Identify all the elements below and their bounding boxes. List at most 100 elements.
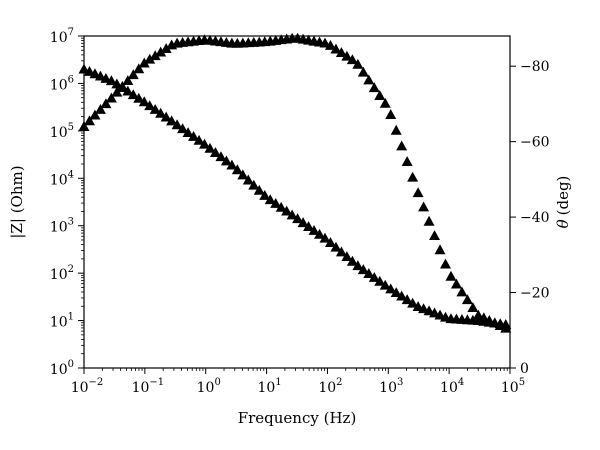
phase-marker: [138, 57, 150, 68]
impedance-marker: [237, 169, 249, 180]
x-tick-label: 104: [440, 377, 464, 396]
phase-marker: [122, 75, 134, 85]
phase-marker: [434, 244, 446, 255]
y-right-tick-label: −60: [520, 135, 550, 151]
y-left-axis-label: |Z| (Ohm): [8, 165, 26, 238]
impedance-marker: [138, 96, 150, 107]
impedance-marker: [346, 255, 358, 266]
phase-marker: [489, 317, 501, 328]
phase-marker: [341, 50, 353, 61]
phase-marker: [374, 90, 386, 100]
phase-marker: [445, 270, 457, 281]
phase-marker: [472, 309, 484, 320]
phase-marker: [89, 109, 101, 120]
phase-marker: [155, 46, 167, 57]
phase-marker: [133, 63, 145, 74]
phase-marker: [330, 43, 342, 54]
phase-marker: [450, 278, 462, 289]
impedance-marker: [198, 138, 210, 149]
phase-marker: [368, 82, 380, 93]
data-markers: [78, 32, 512, 333]
impedance-marker: [182, 127, 194, 137]
impedance-marker: [242, 174, 254, 185]
impedance-marker: [226, 159, 238, 170]
y-left-tick-label: 105: [50, 122, 74, 141]
phase-marker: [346, 54, 358, 65]
impedance-marker: [324, 237, 336, 247]
impedance-marker: [166, 115, 178, 126]
impedance-marker: [352, 260, 364, 271]
phase-marker: [500, 322, 512, 333]
impedance-marker: [220, 155, 232, 166]
y-left-tick-label: 106: [50, 74, 74, 93]
phase-marker: [494, 320, 506, 331]
impedance-marker: [330, 241, 342, 252]
impedance-marker: [105, 75, 117, 86]
impedance-marker: [122, 85, 134, 96]
x-tick-label: 10−2: [71, 377, 104, 396]
phase-marker: [396, 140, 408, 151]
phase-marker: [439, 258, 451, 269]
impedance-marker: [374, 275, 386, 286]
phase-marker: [461, 294, 473, 305]
phase-marker: [412, 187, 424, 198]
impedance-marker: [314, 228, 326, 239]
impedance-marker: [319, 232, 331, 243]
x-tick-label: 100: [197, 377, 221, 396]
impedance-marker: [144, 100, 156, 111]
impedance-marker: [297, 217, 309, 228]
impedance-marker: [308, 224, 320, 235]
impedance-marker: [292, 213, 304, 224]
phase-marker: [478, 312, 490, 323]
y-left-tick-label: 103: [50, 217, 74, 236]
phase-marker: [78, 121, 90, 131]
impedance-marker: [363, 268, 375, 278]
impedance-marker: [368, 271, 380, 282]
y-right-tick-label: −40: [520, 210, 550, 226]
y-right-axis-label: θ (deg): [554, 176, 572, 229]
y-left-tick-label: 107: [50, 27, 74, 46]
theta-unit: (deg): [554, 176, 572, 216]
phase-marker: [456, 286, 468, 297]
impedance-marker: [204, 142, 216, 153]
y-left-tick-label: 104: [50, 169, 74, 188]
phase-marker: [390, 124, 402, 135]
phase-marker: [483, 314, 495, 325]
theta-symbol: θ: [554, 219, 572, 228]
impedance-marker: [335, 246, 347, 257]
x-tick-label: 105: [501, 377, 525, 396]
impedance-marker: [149, 104, 161, 114]
impedance-marker: [155, 107, 167, 118]
x-tick-label: 10−1: [132, 377, 165, 396]
y-left-tick-label: 100: [50, 359, 74, 378]
y-right-tick-label: −20: [520, 286, 550, 302]
phase-marker: [352, 58, 364, 69]
y-left-tick-label: 102: [50, 264, 74, 283]
phase-marker: [100, 98, 112, 109]
impedance-marker: [390, 287, 402, 297]
y-right-axis-ticks: 0 −20 −40 −60 −80: [510, 59, 550, 377]
phase-marker: [127, 69, 139, 80]
phase-marker: [418, 201, 430, 212]
impedance-marker: [193, 134, 205, 145]
y-right-tick-label: 0: [520, 361, 529, 377]
impedance-marker: [385, 283, 397, 294]
phase-marker: [83, 115, 95, 126]
phase-marker: [467, 302, 479, 313]
y-right-tick-label: −80: [520, 59, 550, 75]
y-left-tick-label: 101: [50, 312, 74, 331]
impedance-marker: [127, 89, 139, 100]
x-axis-ticks: 10−2 10−1 100 101 102 103 104 105: [71, 368, 525, 396]
phase-marker: [357, 66, 369, 77]
impedance-marker: [259, 189, 271, 200]
phase-marker: [116, 80, 128, 91]
impedance-marker: [264, 194, 276, 205]
impedance-marker: [270, 198, 282, 208]
impedance-marker: [281, 205, 293, 216]
phase-marker: [149, 50, 161, 61]
impedance-marker: [188, 130, 200, 141]
x-tick-label: 102: [318, 377, 342, 396]
impedance-marker: [248, 179, 260, 190]
phase-marker: [401, 156, 413, 167]
